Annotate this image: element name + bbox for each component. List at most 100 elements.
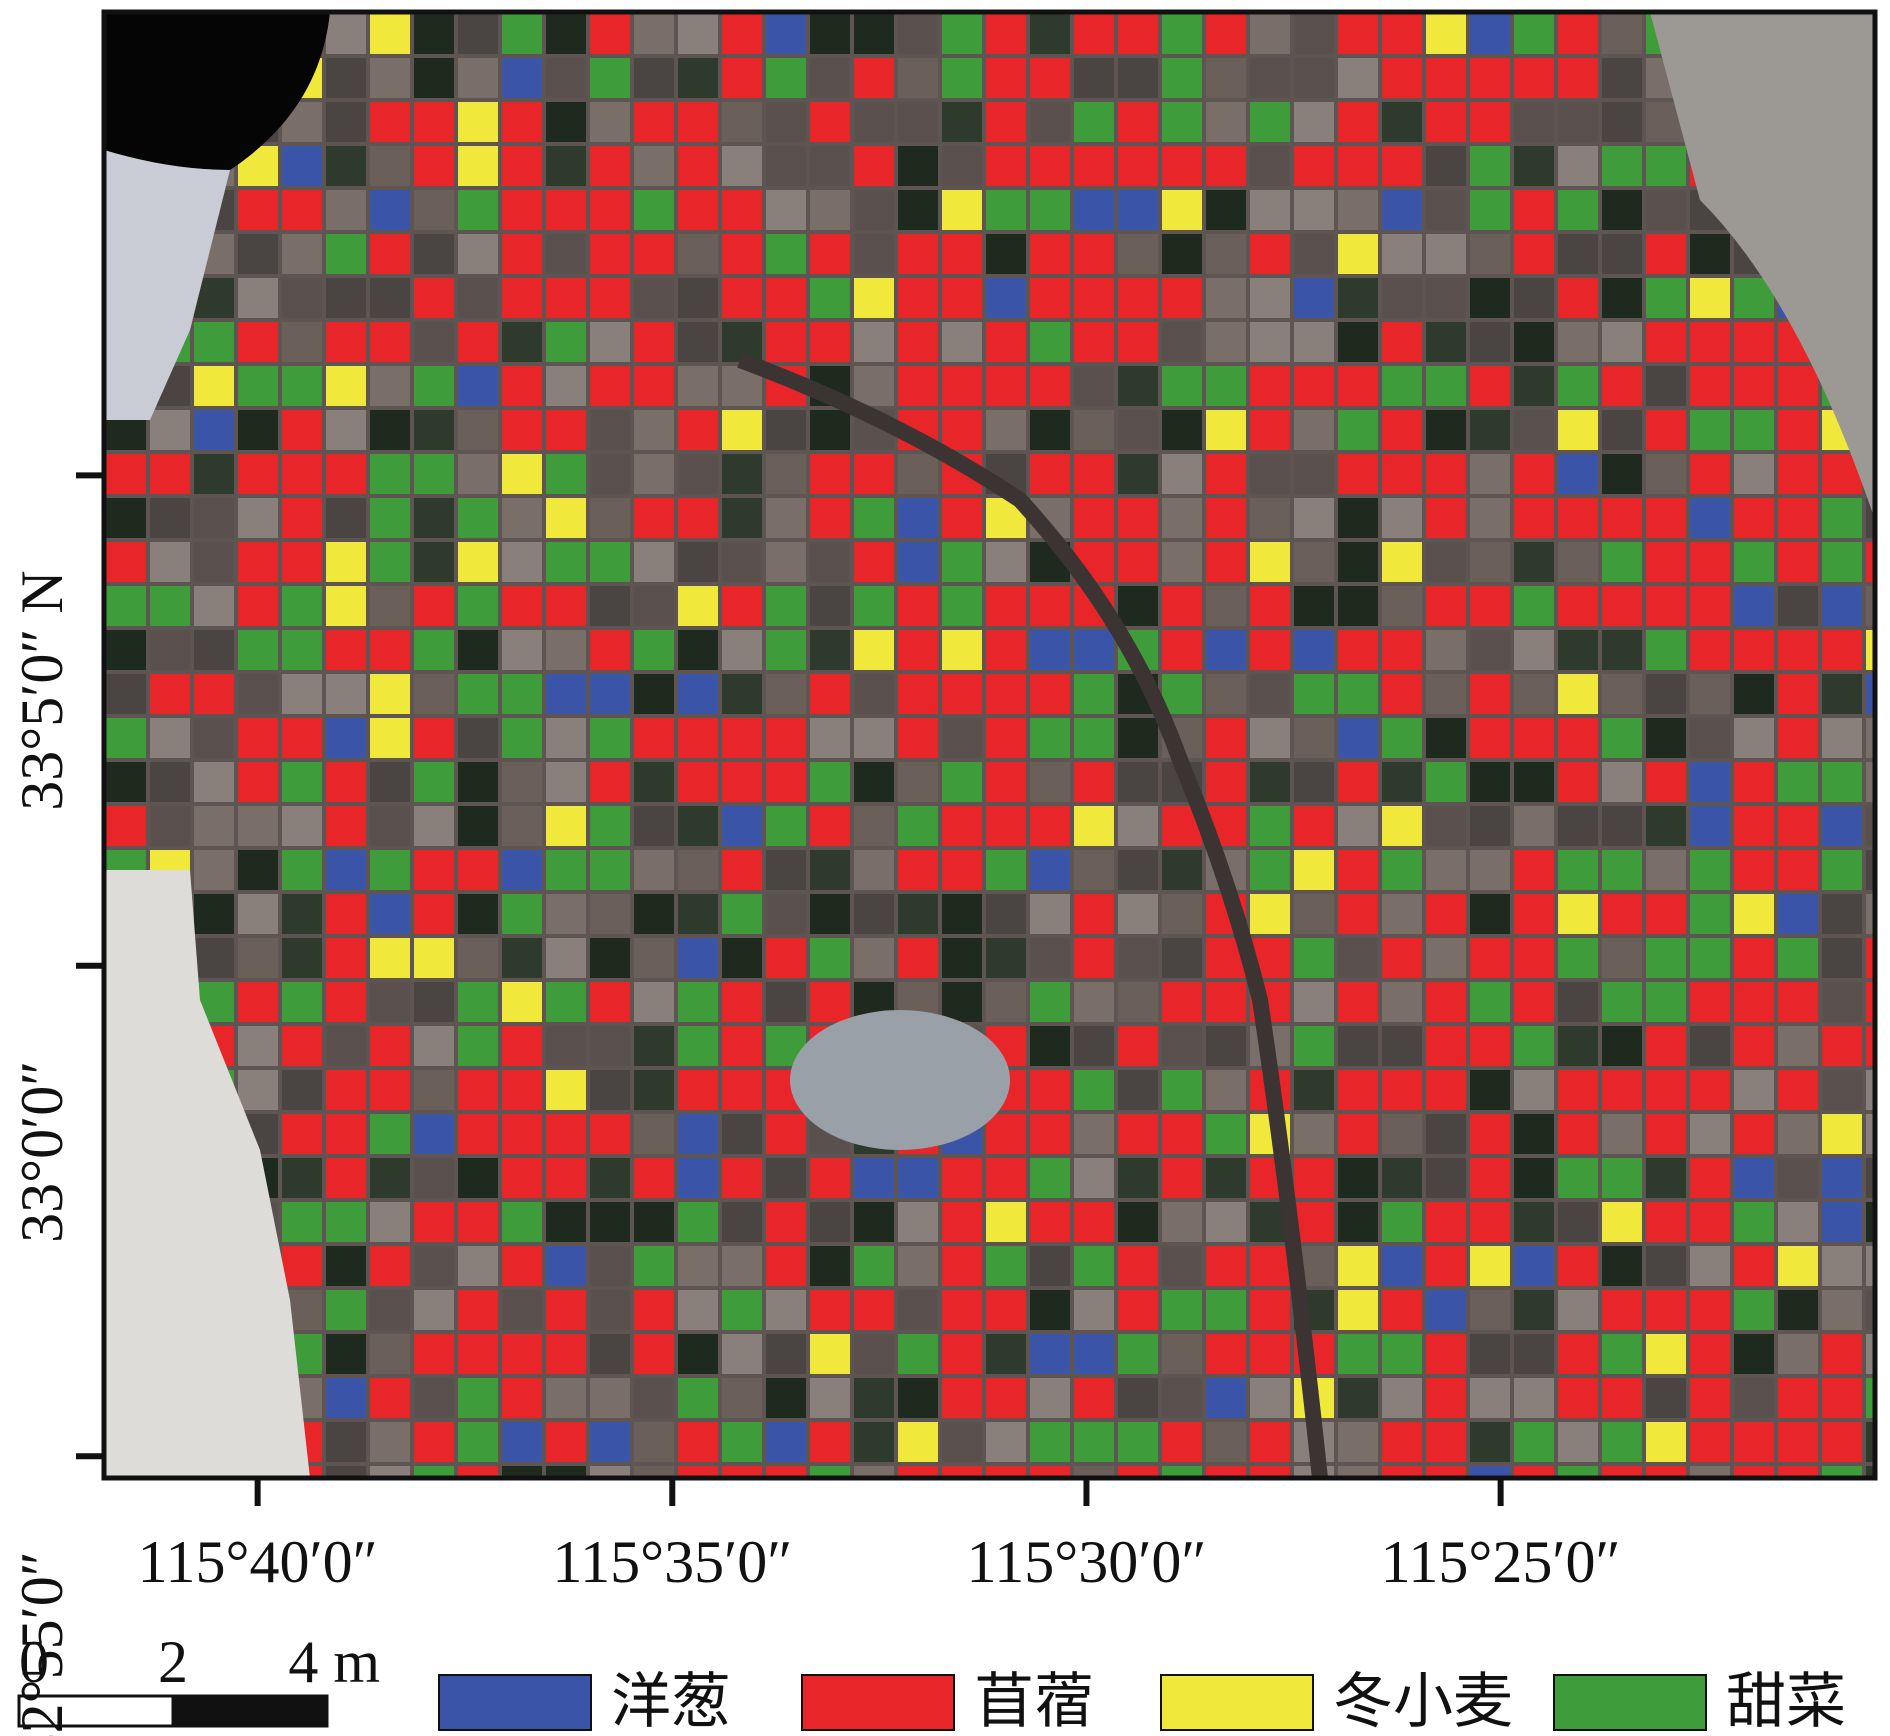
- field: [1338, 234, 1378, 274]
- field: [1382, 1202, 1422, 1242]
- field: [722, 1378, 762, 1418]
- field: [1162, 410, 1202, 450]
- field: [458, 762, 498, 802]
- field: [986, 1290, 1026, 1330]
- field: [1030, 894, 1070, 934]
- field: [1162, 322, 1202, 362]
- field: [194, 366, 234, 406]
- field: [1294, 762, 1334, 802]
- field: [1074, 410, 1114, 450]
- field: [722, 1290, 762, 1330]
- field: [1118, 586, 1158, 626]
- field: [1602, 454, 1642, 494]
- field: [1558, 1158, 1598, 1198]
- field: [414, 1070, 454, 1110]
- field: [1822, 674, 1862, 714]
- field: [1118, 894, 1158, 934]
- field: [986, 1114, 1026, 1154]
- field: [414, 1114, 454, 1154]
- field: [150, 542, 190, 582]
- field: [1734, 982, 1774, 1022]
- field: [810, 322, 850, 362]
- field: [1206, 410, 1246, 450]
- field: [1118, 718, 1158, 758]
- field: [370, 1246, 410, 1286]
- field: [370, 498, 410, 538]
- field: [766, 410, 806, 450]
- field: [1690, 498, 1730, 538]
- field: [370, 146, 410, 186]
- field: [1734, 322, 1774, 362]
- field: [326, 1422, 366, 1462]
- field: [1514, 982, 1554, 1022]
- field: [238, 234, 278, 274]
- field: [1382, 982, 1422, 1022]
- field: [1602, 410, 1642, 450]
- field: [854, 234, 894, 274]
- field: [942, 498, 982, 538]
- field: [590, 542, 630, 582]
- field: [1030, 278, 1070, 318]
- field: [634, 410, 674, 450]
- field: [722, 586, 762, 626]
- field: [1118, 190, 1158, 230]
- field: [1162, 938, 1202, 978]
- field: [1074, 894, 1114, 934]
- field: [854, 542, 894, 582]
- field: [898, 938, 938, 978]
- field: [1162, 1158, 1202, 1198]
- field: [898, 234, 938, 274]
- field: [1338, 1026, 1378, 1066]
- field: [1030, 1158, 1070, 1198]
- field: [150, 410, 190, 450]
- field: [1030, 58, 1070, 98]
- field: [1294, 366, 1334, 406]
- field: [1030, 322, 1070, 362]
- field: [678, 1246, 718, 1286]
- field: [1162, 850, 1202, 890]
- field: [326, 982, 366, 1022]
- field: [1294, 1114, 1334, 1154]
- field: [1426, 14, 1466, 54]
- legend-swatch: [801, 1674, 955, 1731]
- field: [986, 1422, 1026, 1462]
- field: [1074, 454, 1114, 494]
- field: [942, 366, 982, 406]
- field: [678, 586, 718, 626]
- field: [1162, 454, 1202, 494]
- field: [1206, 454, 1246, 494]
- scale-label: 2: [158, 1629, 188, 1695]
- field: [370, 58, 410, 98]
- field: [1690, 322, 1730, 362]
- field: [1778, 850, 1818, 890]
- field: [150, 718, 190, 758]
- field: [1338, 190, 1378, 230]
- field: [1250, 278, 1290, 318]
- field: [370, 586, 410, 626]
- field: [766, 322, 806, 362]
- field: [1734, 674, 1774, 714]
- field: [1250, 630, 1290, 670]
- field: [1734, 1290, 1774, 1330]
- field: [1162, 58, 1202, 98]
- field: [546, 1114, 586, 1154]
- field: [326, 366, 366, 406]
- scale-label: 0: [19, 1629, 49, 1695]
- field: [1778, 410, 1818, 450]
- field: [1250, 1334, 1290, 1374]
- field: [326, 938, 366, 978]
- field: [1206, 1466, 1246, 1478]
- field: [1646, 1114, 1686, 1154]
- field: [1338, 806, 1378, 846]
- field: [1426, 1070, 1466, 1110]
- field: [414, 234, 454, 274]
- field: [854, 146, 894, 186]
- field: [1866, 1202, 1875, 1242]
- field: [1118, 1114, 1158, 1154]
- field: [326, 410, 366, 450]
- field: [854, 806, 894, 846]
- field: [1690, 1026, 1730, 1066]
- field: [1690, 806, 1730, 846]
- field: [546, 586, 586, 626]
- field: [766, 762, 806, 802]
